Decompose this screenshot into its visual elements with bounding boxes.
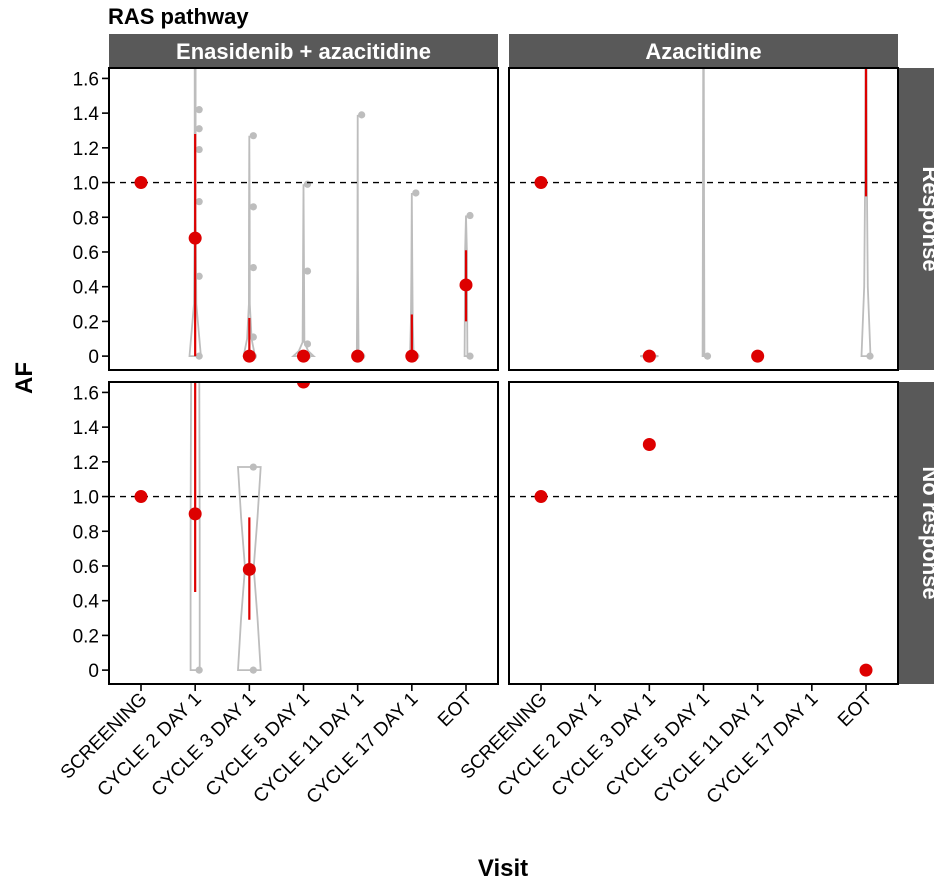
data-point-cycle-2-day-1 [195, 352, 203, 360]
y-tick-label: 1.2 [73, 453, 99, 474]
data-point-cycle-5-day-1 [303, 267, 312, 275]
mean-point-screening [134, 176, 148, 190]
data-point-cycle-2-day-1 [195, 106, 203, 114]
strip-label-row-1: Response [918, 166, 934, 271]
panel-marks [109, 68, 498, 363]
y-tick-label: 1.4 [73, 418, 100, 439]
y-tick-label: 0 [88, 347, 99, 368]
y-tick-label: 1.0 [73, 488, 99, 509]
y-tick-label: 0.2 [73, 626, 99, 647]
data-point-cycle-2-day-1 [195, 666, 203, 674]
y-tick-label: 1.6 [73, 383, 99, 404]
data-point-cycle-5-day-1 [303, 340, 312, 348]
panel-marks [509, 0, 898, 363]
mean-point-eot [459, 278, 473, 292]
y-tick-label: 0.6 [73, 557, 99, 578]
strip-label-col-1: Enasidenib + azacitidine [176, 39, 431, 64]
y-axis-title: AF [11, 362, 38, 394]
panel-r1-c2 [508, 0, 899, 371]
data-point-cycle-3-day-1 [249, 463, 257, 471]
y-tick-label: 1.4 [73, 104, 100, 125]
strip-bg-col-1 [109, 34, 498, 68]
y-tick-label: 0 [88, 661, 99, 682]
mean-point-cycle-11-day-1 [351, 349, 365, 363]
mean-point-screening [134, 490, 148, 504]
mean-point-eot [860, 0, 873, 7]
y-tick-label: 0.8 [73, 522, 99, 543]
panel-r2-c1 [108, 381, 499, 685]
chart-title: RAS pathway [108, 4, 249, 29]
y-tick-label: 1.6 [73, 69, 99, 90]
mean-point-screening [534, 176, 548, 190]
violin-cycle-2-day-1 [189, 382, 201, 671]
data-point-cycle-5-day-1 [303, 180, 312, 188]
mean-point-cycle-3-day-1 [642, 437, 656, 451]
violin-cycle-5-day-1 [701, 68, 706, 357]
panel-r1-c1 [108, 67, 499, 371]
panel-border [508, 67, 899, 371]
mean-point-cycle-2-day-1 [188, 231, 202, 245]
x-tick-label: EOT [434, 688, 477, 731]
x-axis-title: Visit [478, 855, 528, 882]
mean-point-screening [534, 490, 548, 504]
panel-background [509, 382, 898, 684]
data-point-cycle-2-day-1 [195, 125, 203, 133]
violin-eot [860, 68, 872, 357]
mean-point-cycle-2-day-1 [188, 507, 202, 521]
mean-point-eot [859, 663, 873, 677]
data-point-cycle-3-day-1 [249, 132, 257, 140]
violin-cycle-3-day-1 [237, 466, 262, 671]
strip-bg-col-2 [509, 34, 898, 68]
violin-cycle-3-day-1 [242, 135, 257, 357]
mean-point-cycle-3-day-1 [242, 562, 256, 576]
mean-point-cycle-3-day-1 [642, 349, 656, 363]
violin-cycle-11-day-1 [355, 114, 360, 357]
strip-label-col-2: Azacitidine [645, 39, 761, 64]
panel-marks [509, 437, 898, 677]
panel-background [109, 382, 498, 684]
y-tick-label: 0.6 [73, 243, 99, 264]
strip-bg-row-1 [898, 68, 934, 370]
x-tick-label: EOT [834, 688, 877, 731]
data-point-eot [466, 352, 474, 360]
data-point-cycle-2-day-1 [195, 198, 203, 206]
y-tick-label: 0.8 [73, 208, 99, 229]
y-tick-label: 1.2 [73, 139, 99, 160]
row-strips: Response No response [898, 68, 934, 684]
mean-point-cycle-11-day-1 [751, 349, 765, 363]
strip-bg-row-2 [898, 382, 934, 684]
data-point-eot [466, 211, 474, 220]
y-axis: 0 0.2 0.4 0.6 0.8 1.0 1.2 1.4 1.6 0 0.2 0.4 0.6 0.8 1.… [73, 69, 109, 682]
y-tick-label: 0.4 [73, 592, 100, 613]
mean-point-cycle-5-day-1 [297, 382, 310, 389]
data-point-cycle-5-day-1 [703, 352, 712, 360]
data-point-cycle-3-day-1 [249, 333, 257, 341]
column-strips: Enasidenib + azacitidine Azacitidine [109, 34, 898, 68]
panel-r2-c2 [508, 381, 899, 685]
mean-point-cycle-17-day-1 [405, 349, 419, 363]
data-point-eot [866, 352, 874, 360]
data-point-cycle-3-day-1 [249, 666, 257, 674]
y-tick-label: 0.2 [73, 312, 99, 333]
mean-point-cycle-5-day-1 [297, 349, 310, 363]
mean-point-cycle-3-day-1 [242, 349, 256, 363]
data-point-cycle-3-day-1 [249, 263, 257, 272]
data-point-cycle-2-day-1 [195, 272, 203, 280]
y-tick-label: 0.4 [73, 278, 100, 299]
data-point-cycle-2-day-1 [195, 145, 203, 154]
y-tick-label: 1.0 [73, 174, 99, 195]
data-point-cycle-17-day-1 [412, 189, 420, 197]
data-point-cycle-11-day-1 [358, 111, 366, 119]
panels [108, 0, 899, 685]
strip-label-row-2: No response [918, 466, 934, 599]
panel-marks [109, 382, 498, 674]
data-point-cycle-3-day-1 [249, 203, 257, 211]
panel-border [108, 67, 499, 371]
